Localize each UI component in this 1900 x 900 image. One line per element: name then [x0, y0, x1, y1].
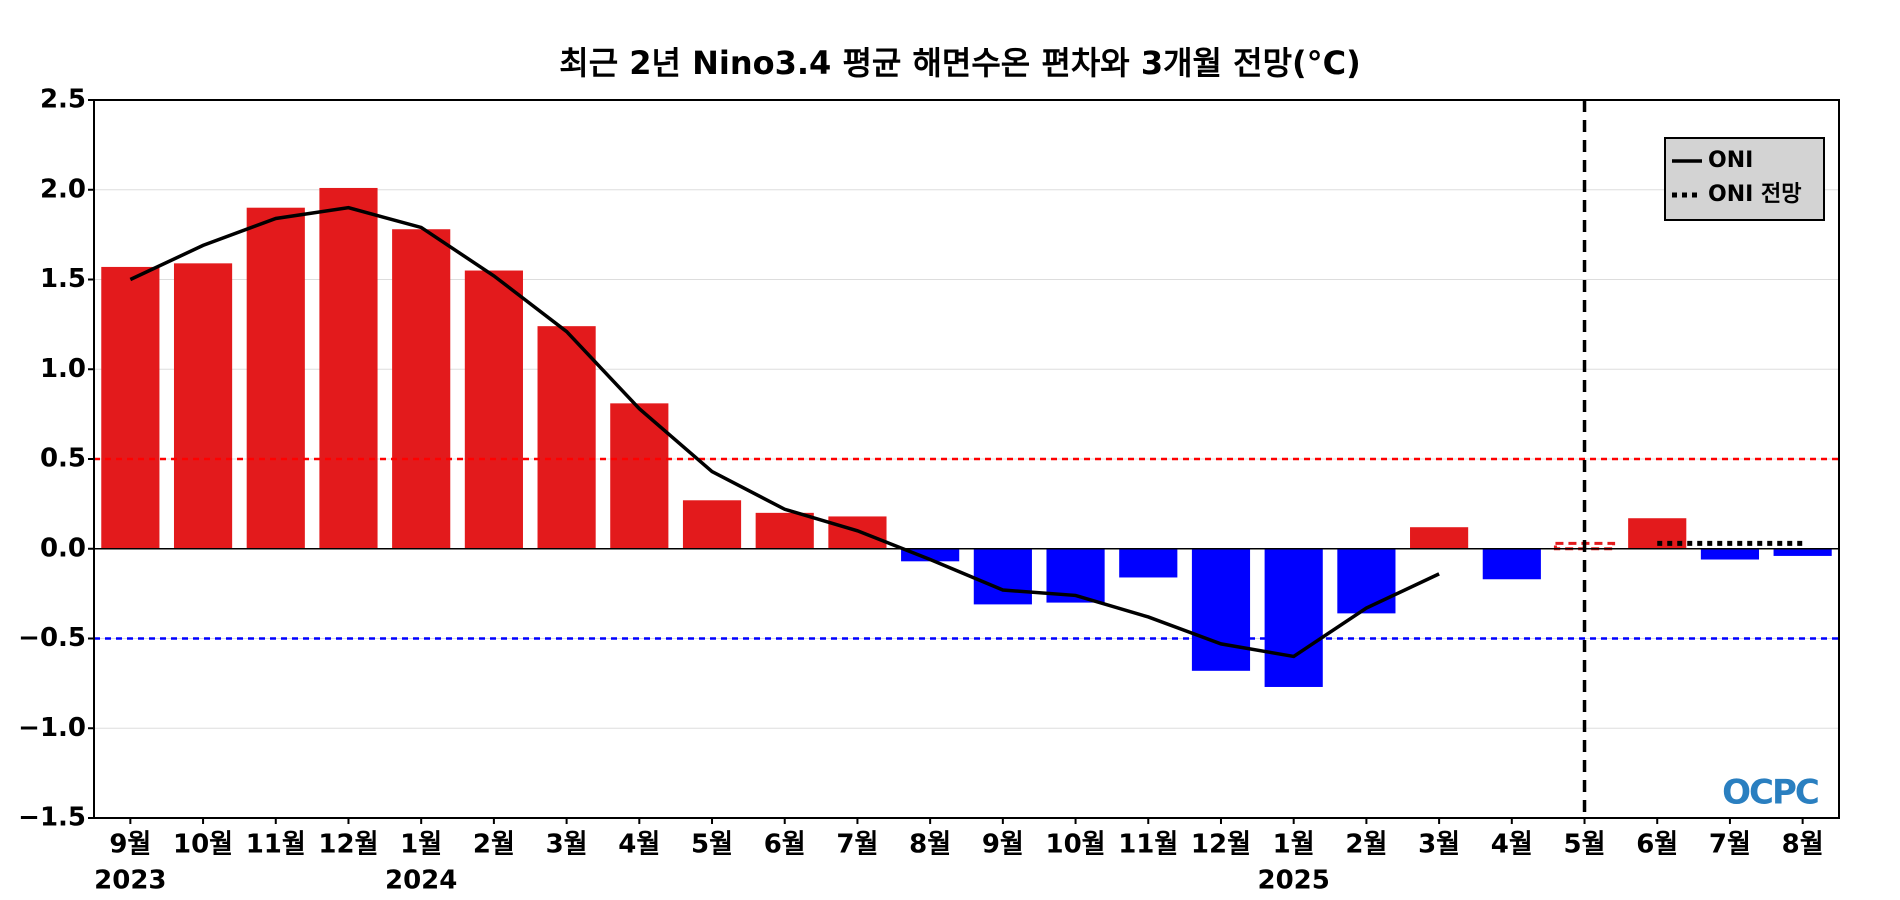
bar	[246, 207, 305, 549]
legend-label: ONI	[1708, 148, 1753, 173]
x-tick-label: 1월	[1273, 830, 1315, 860]
bar	[1410, 527, 1469, 549]
y-tick-label: 0.0	[40, 533, 86, 563]
bar	[1264, 548, 1323, 687]
y-tick-label: 1.5	[40, 264, 86, 294]
bar	[464, 270, 523, 549]
x-tick-label: 9월	[109, 830, 151, 860]
plot-frame	[93, 99, 1840, 819]
x-tick-label: 5월	[691, 830, 733, 860]
bar	[1191, 548, 1251, 671]
bar	[682, 500, 742, 549]
x-tick-label: 2월	[473, 830, 515, 860]
bar	[173, 263, 233, 549]
bar	[1773, 548, 1832, 556]
x-tick-label: 8월	[1782, 830, 1824, 860]
y-tick-label: 0.5	[40, 444, 86, 474]
y-tick-label: −0.5	[18, 623, 86, 653]
x-tick-label: 10월	[173, 830, 233, 860]
legend-label: ONI 전망	[1708, 182, 1801, 207]
bar	[1119, 548, 1178, 578]
bar	[101, 266, 160, 549]
bar	[1700, 548, 1760, 560]
y-tick-label: −1.5	[18, 803, 86, 833]
x-tick-label: 11월	[1118, 830, 1178, 860]
bar	[537, 326, 596, 549]
x-tick-label: 12월	[318, 830, 378, 860]
y-tick-label: 2.5	[40, 85, 86, 115]
bar	[319, 187, 378, 549]
legend-box	[1664, 137, 1825, 221]
x-tick-label: 4월	[618, 830, 660, 860]
bar	[755, 512, 814, 549]
x-tick-label: 7월	[1709, 830, 1751, 860]
chart-title: 최근 2년 Nino3.4 평균 해면수온 편차와 3개월 전망(°C)	[559, 44, 1361, 82]
x-tick-label: 10월	[1046, 830, 1106, 860]
bar	[1337, 548, 1396, 614]
y-tick-label: 2.0	[40, 174, 86, 204]
bar	[901, 548, 960, 562]
x-tick-label: 1월	[400, 830, 442, 860]
bar	[1482, 548, 1541, 580]
logo: OCPC	[1722, 773, 1818, 813]
x-tick-label: 8월	[909, 830, 951, 860]
x-tick-label: 3월	[1418, 830, 1460, 860]
x-tick-label: 6월	[764, 830, 806, 860]
x-tick-label: 3월	[546, 830, 588, 860]
y-tick-label: 1.0	[40, 354, 86, 384]
line-series	[129, 205, 1440, 659]
x-year-label: 2025	[1258, 866, 1330, 896]
x-tick-label: 7월	[836, 830, 878, 860]
legend: ONI ONI 전망	[1664, 137, 1825, 221]
x-year-label: 2024	[385, 866, 457, 896]
x-year-label: 2023	[94, 866, 166, 896]
x-tick-label: 11월	[246, 830, 306, 860]
y-tick-label: −1.0	[18, 713, 86, 743]
x-tick-label: 5월	[1564, 830, 1606, 860]
x-tick-label: 12월	[1191, 830, 1251, 860]
bar	[973, 548, 1032, 605]
bar	[392, 229, 451, 549]
x-tick-label: 2월	[1345, 830, 1387, 860]
x-tick-label: 6월	[1636, 830, 1678, 860]
x-tick-label: 4월	[1491, 830, 1533, 860]
x-tick-label: 9월	[982, 830, 1024, 860]
